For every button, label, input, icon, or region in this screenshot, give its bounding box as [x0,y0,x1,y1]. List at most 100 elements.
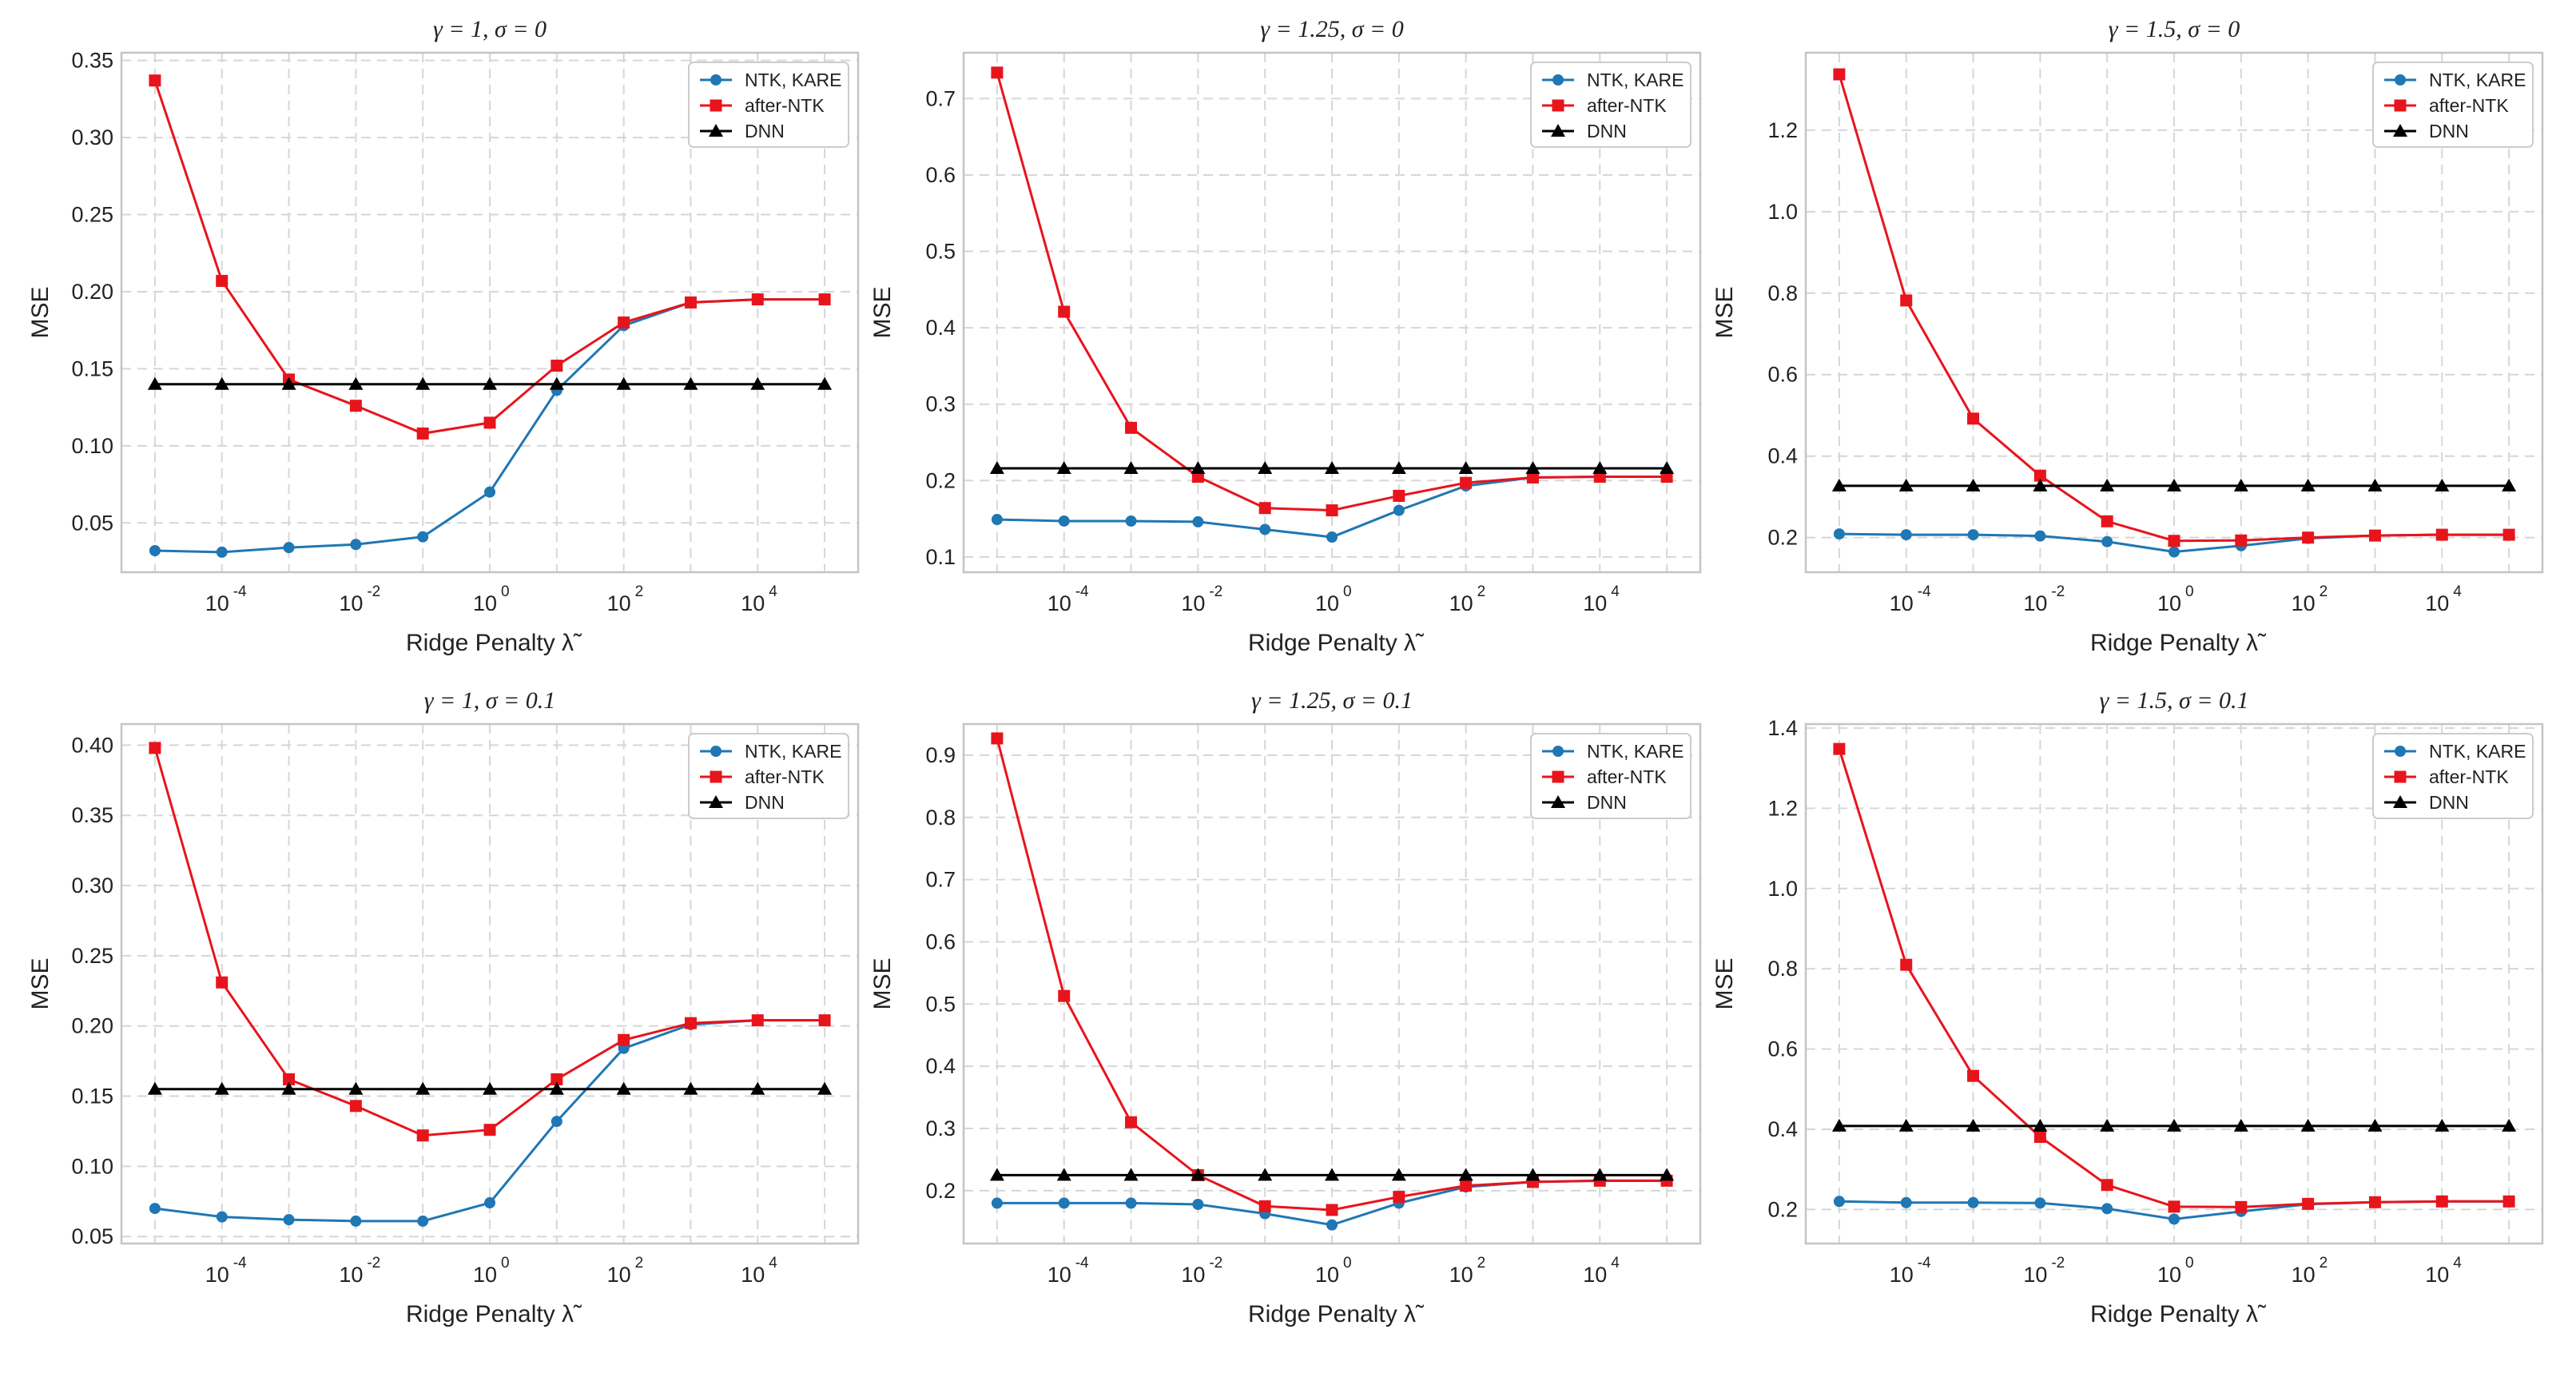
x-axis-label: Ridge Penalty λ̃ [1248,1301,1425,1327]
y-tick-label: 1.4 [1767,716,1798,740]
data-point-circle [1125,515,1137,527]
series-dnn [989,461,1675,474]
data-point-circle [484,1197,495,1209]
data-point-square [1833,742,1846,755]
subplot-title: γ = 1.5, σ = 0.1 [2099,687,2248,714]
x-tick-label-base: 10 [1583,1263,1607,1287]
x-tick-label-exponent: 2 [2320,583,2328,600]
data-point-square [1552,99,1564,112]
data-point-triangle [1191,1168,1206,1181]
data-point-triangle [1966,478,1981,492]
data-point-square [1460,1180,1473,1192]
data-point-triangle [709,795,723,808]
x-tick-label-exponent: 2 [1477,583,1486,600]
data-point-square [149,74,161,87]
y-axis-label: MSE [1711,957,1738,1009]
x-tick-label-exponent: 0 [1343,1255,1352,1272]
y-tick-label: 1.2 [1767,118,1798,142]
data-point-square [1326,1204,1338,1216]
x-tick-label-base: 10 [2023,591,2047,615]
x-axis-label: Ridge Penalty λ̃ [2090,630,2267,656]
x-tick-label-exponent: -4 [233,583,247,600]
data-point-triangle [1898,1118,1914,1132]
data-point-triangle [1660,461,1675,474]
data-point-square [2235,1200,2248,1213]
data-point-circle [1259,523,1271,535]
data-point-triangle [549,376,564,390]
y-tick-label: 0.35 [71,803,113,827]
data-point-square [1900,294,1913,307]
data-point-square [818,1014,831,1027]
y-tick-label: 0.8 [925,806,956,830]
data-point-circle [216,546,228,558]
y-tick-label: 0.30 [71,874,113,898]
data-point-circle [1967,529,1979,541]
data-point-square [2502,528,2515,541]
x-tick-label-base: 10 [2292,1263,2316,1287]
x-tick-label-exponent: 2 [635,583,644,600]
data-point-circle [1326,1219,1338,1231]
data-point-triangle [1258,1168,1273,1181]
x-tick-label-exponent: -4 [1918,1255,1931,1272]
legend-label: DNN [2429,121,2469,141]
y-tick-label: 0.20 [71,280,113,304]
x-tick-label-exponent: 4 [2453,1255,2462,1272]
data-point-triangle [214,1081,229,1095]
legend-label: NTK, KARE [745,741,841,762]
data-point-square [1526,471,1539,484]
y-tick-label: 0.20 [71,1014,113,1038]
data-point-circle [350,539,362,551]
x-axis-label: Ridge Penalty λ̃ [1248,630,1425,656]
axes-frame [962,51,1702,574]
y-tick-label: 1.2 [1767,796,1798,820]
data-point-circle [149,1203,161,1215]
subplot-title: γ = 1, σ = 0.1 [424,687,556,714]
x-tick-label-base: 10 [2425,591,2449,615]
x-tick-label-base: 10 [1449,591,1473,615]
x-axis-label: Ridge Penalty λ̃ [406,630,582,656]
data-point-square [216,274,229,287]
data-point-triangle [1592,461,1608,474]
subplot-6: 0.20.40.60.81.01.21.410 -4 10 -2 10 0 10 2 10 4γ … [1711,687,2544,1327]
x-tick-label-base: 10 [339,591,363,615]
data-point-triangle [709,124,723,137]
x-tick-label-base: 10 [1315,591,1339,615]
data-point-square [2168,1200,2180,1213]
x-tick-label-exponent: 0 [501,583,510,600]
data-point-square [2168,535,2180,547]
data-point-circle [2034,530,2046,542]
data-point-triangle [2435,478,2450,492]
data-point-square [1460,476,1473,489]
x-tick-label-base: 10 [339,1263,363,1287]
data-point-square [349,400,362,412]
data-point-circle [2034,1197,2046,1209]
data-point-triangle [1191,461,1206,474]
data-point-circle [1393,504,1405,516]
data-point-triangle [1325,1168,1339,1181]
x-tick-label-base: 10 [205,591,229,615]
data-point-circle [2169,1213,2180,1225]
data-point-triangle [1660,1168,1675,1181]
data-point-square [710,770,722,783]
data-point-square [684,1017,697,1029]
data-point-triangle [281,376,296,390]
data-point-circle [2169,546,2180,558]
data-point-square [483,1124,496,1136]
x-tick-label-exponent: 2 [635,1255,644,1272]
x-tick-label-exponent: -4 [1918,583,1931,600]
subplot-2: 0.10.20.30.40.50.60.710 -4 10 -2 10 0 10 2 10 4γ … [869,16,1702,656]
data-point-square [710,99,722,112]
data-point-square [416,1129,429,1142]
subplot-3: 0.20.40.60.81.01.210 -4 10 -2 10 0 10 2 10 4γ = 1… [1711,16,2544,656]
x-axis-label: Ridge Penalty λ̃ [2090,1301,2267,1327]
data-point-circle [417,531,429,543]
x-tick-label-base: 10 [2157,591,2181,615]
data-point-square [1900,958,1913,971]
data-point-circle [1192,1198,1204,1210]
data-point-triangle [750,376,765,390]
data-point-square [2101,1179,2113,1192]
x-tick-label-exponent: 0 [2185,583,2194,600]
data-point-triangle [2167,1118,2181,1132]
